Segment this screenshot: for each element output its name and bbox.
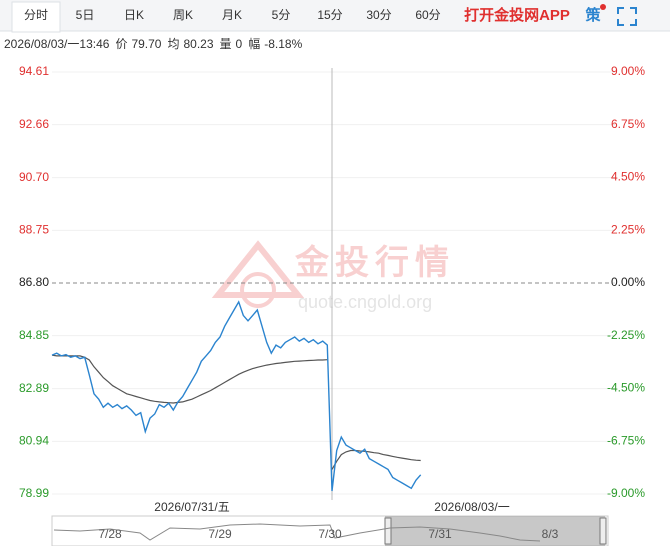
info-label: 量	[220, 37, 232, 51]
tab[interactable]: 60分	[415, 8, 440, 22]
info-value: 79.70	[131, 37, 161, 51]
info-time: 2026/08/03/一13:46	[4, 37, 110, 51]
y2-tick-label: -6.75%	[607, 433, 645, 447]
watermark-title: 金投行情	[294, 243, 455, 282]
navigator-label: 8/3	[542, 527, 559, 541]
navigator-selection[interactable]	[385, 516, 605, 546]
y-tick-label: 90.70	[19, 170, 49, 184]
y-tick-label: 80.94	[19, 433, 49, 447]
info-value: -8.18%	[264, 37, 302, 51]
tab[interactable]: 30分	[366, 8, 391, 22]
y2-tick-label: 2.25%	[611, 222, 645, 236]
notice-dot	[600, 4, 606, 10]
tab[interactable]: 分时	[24, 8, 48, 22]
info-label: 价	[115, 37, 127, 51]
tab[interactable]: 5日	[76, 8, 95, 22]
info-line: 2026/08/03/一13:46 价 79.70 均 80.23 量 0 幅 -8.18%	[4, 36, 303, 51]
strategy-button[interactable]: 策	[584, 6, 601, 24]
info-value: 0	[236, 37, 243, 51]
info-label: 幅	[248, 36, 260, 51]
navigator-handle[interactable]	[384, 517, 392, 545]
y2-tick-label: 9.00%	[611, 64, 645, 78]
navigator-line	[53, 523, 541, 542]
tab[interactable]: 周K	[173, 8, 193, 22]
info-label: 均	[167, 37, 179, 51]
average-line	[51, 354, 328, 404]
watermark: 金投行情 quote.cngold.org	[211, 240, 455, 312]
y-tick-label: 92.66	[19, 117, 49, 131]
y2-tick-label: 4.50%	[611, 170, 645, 184]
price-line	[51, 300, 422, 492]
active-tab	[11, 1, 61, 33]
day-label: 2026/08/03/一	[434, 500, 509, 514]
tab-bar	[0, 0, 670, 31]
navigator-label: 7/29	[208, 527, 232, 541]
y-tick-label: 84.85	[19, 328, 49, 342]
info-value: 80.23	[184, 37, 214, 51]
tab[interactable]: 月K	[222, 8, 242, 22]
tab[interactable]: 5分	[272, 8, 291, 22]
navigator-label: 7/28	[98, 527, 122, 541]
y-tick-label: 86.80	[19, 275, 49, 289]
tab[interactable]: 日K	[124, 8, 144, 22]
day-label: 2026/07/31/五	[154, 500, 229, 514]
y2-tick-label: 0.00%	[611, 275, 645, 289]
average-line	[331, 449, 421, 470]
y2-tick-label: -4.50%	[607, 381, 645, 395]
tab[interactable]: 15分	[317, 8, 342, 22]
y-tick-label: 94.61	[19, 64, 49, 78]
y-tick-label: 82.89	[19, 381, 49, 395]
watermark-url: quote.cngold.org	[298, 292, 432, 312]
navigator-label: 7/31	[428, 527, 452, 541]
y2-tick-label: -2.25%	[607, 328, 645, 342]
y2-tick-label: -9.00%	[607, 486, 645, 500]
watermark-logo	[211, 240, 305, 298]
y2-tick-label: 6.75%	[611, 117, 645, 131]
navigator-handle[interactable]	[599, 517, 607, 545]
app-link[interactable]: 打开金投网APP	[464, 6, 570, 24]
watermark-logo	[240, 272, 276, 308]
fullscreen-button[interactable]	[617, 7, 637, 26]
navigator-label: 7/30	[318, 527, 342, 541]
y-tick-label: 78.99	[19, 486, 49, 500]
y-tick-label: 88.75	[19, 222, 49, 236]
